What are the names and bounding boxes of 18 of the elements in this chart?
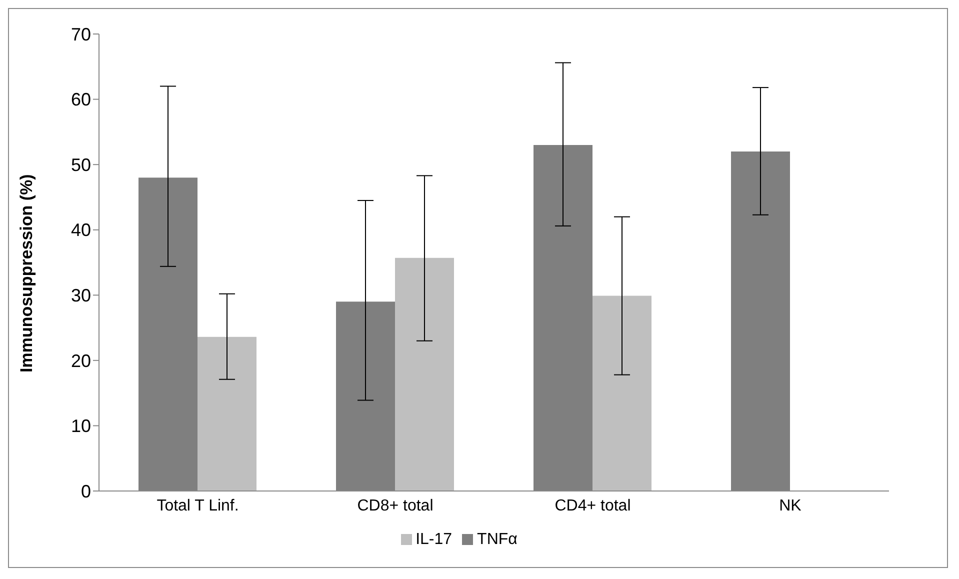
y-tick-label: 50 [70,154,91,175]
x-tick-label: CD4+ total [554,497,631,514]
y-axis-title: Immunosuppression (%) [17,174,36,372]
x-tick-label: NK [779,497,802,514]
bar [592,296,652,491]
x-tick-label: CD8+ total [357,497,434,514]
y-tick-label: 30 [70,286,91,306]
bar [198,336,256,491]
y-tick-label: 0 [80,481,91,502]
bar [395,258,454,491]
x-tick-label: Total T Linf. [156,497,239,514]
y-tick-label: 60 [70,90,91,110]
y-tick-label: 40 [70,220,91,240]
y-tick-label: 10 [70,416,91,436]
legend-label: TNFα [477,531,518,548]
y-tick-label: 70 [70,24,91,44]
y-tick-label: 20 [70,350,91,371]
legend-label: IL-17 [416,531,452,548]
